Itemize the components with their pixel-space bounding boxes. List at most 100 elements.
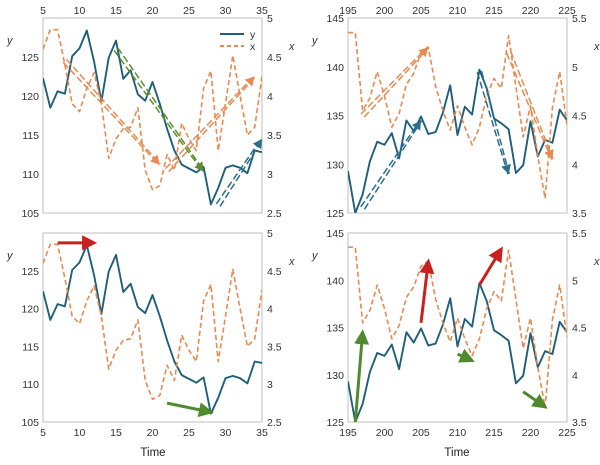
x-tick-label: 220 — [522, 5, 540, 17]
y2-tick-label: 4 — [572, 159, 578, 171]
double-arrow-dash_orange — [505, 51, 554, 160]
xlabel-left: Time — [140, 447, 165, 459]
arrow-red — [478, 246, 503, 286]
x-tick-label: 20 — [147, 5, 159, 17]
y2-axis-label: x — [593, 256, 600, 268]
arrow-red — [419, 258, 435, 323]
y-axis-label: y — [311, 35, 319, 47]
arrow-green — [166, 401, 214, 418]
x-tick-label: 210 — [449, 427, 467, 439]
panel-top-left: 5 10 15 20 25 30 35 105 110 115 120 125 2.5 3 3.5 4 4.5 5… — [6, 5, 295, 220]
y-tick-label: 135 — [326, 111, 344, 123]
plot-frame — [347, 232, 568, 423]
series-x-line — [348, 31, 567, 200]
y2-tick-label: 3 — [267, 169, 273, 181]
y-tick-label: 105 — [21, 208, 39, 220]
x-tick-label: 215 — [485, 5, 503, 17]
x-tick-label: 195 — [339, 5, 357, 17]
y2-axis-label: x — [288, 41, 295, 53]
y-tick-label: 145 — [326, 13, 344, 25]
y2-tick-label: 4.5 — [572, 323, 587, 335]
double-arrow-dash_blue — [476, 70, 511, 175]
y2-tick-label: 5 — [267, 13, 273, 25]
x-tick-label: 5 — [40, 427, 46, 439]
legend: y x — [220, 29, 256, 53]
x-tick-label: 15 — [110, 427, 122, 439]
xlabel-right: Time — [444, 447, 469, 459]
x-tick-label: 215 — [485, 427, 503, 439]
x-tick-label: 10 — [74, 5, 86, 17]
x-tick-label: 5 — [40, 5, 46, 17]
arrow-green — [456, 348, 475, 363]
series-y-line — [348, 282, 567, 422]
plot-frame — [42, 17, 263, 214]
y2-tick-label: 2.5 — [267, 417, 282, 429]
x-tick-label: 225 — [558, 5, 576, 17]
x-tick-label: 195 — [339, 427, 357, 439]
y-tick-label: 125 — [21, 266, 39, 278]
y-tick-label: 140 — [326, 62, 344, 74]
y2-tick-label: 3 — [267, 379, 273, 391]
y-tick-label: 115 — [22, 341, 39, 353]
x-tick-label: 205 — [412, 427, 430, 439]
x-tick-label: 30 — [220, 427, 232, 439]
double-arrow-dash_blue — [360, 119, 423, 210]
series-y-line — [43, 244, 262, 415]
y-tick-label: 115 — [22, 130, 39, 142]
y2-tick-label: 3.5 — [572, 208, 587, 220]
y2-tick-label: 3.5 — [267, 341, 282, 353]
y-tick-label: 125 — [21, 52, 39, 64]
y2-tick-label: 4.5 — [572, 111, 587, 123]
x-tick-label: 210 — [449, 5, 467, 17]
legend-x-label: x — [250, 41, 256, 53]
panel-top-right: 195 200 205 210 215 220 225 125 130 135 140 145 3.5 4… — [311, 5, 600, 220]
y-axis-label: y — [6, 250, 14, 262]
y-tick-label: 125 — [326, 417, 344, 429]
x-tick-label: 30 — [220, 5, 232, 17]
y2-tick-label: 4 — [267, 91, 273, 103]
y2-tick-label: 5 — [572, 275, 578, 287]
x-tick-label: 35 — [256, 427, 268, 439]
x-tick-label: 15 — [110, 5, 122, 17]
y2-axis-label: x — [593, 41, 600, 53]
y-tick-label: 105 — [21, 417, 39, 429]
y-tick-label: 135 — [326, 323, 344, 335]
series-y-line — [43, 29, 262, 206]
y-tick-label: 110 — [22, 379, 39, 391]
x-tick-label: 200 — [376, 427, 394, 439]
arrow-green — [353, 329, 370, 423]
x-tick-label: 10 — [74, 427, 86, 439]
double-arrow-dash_orange — [62, 58, 161, 166]
y-tick-label: 130 — [326, 370, 344, 382]
y2-axis-label: x — [288, 256, 295, 268]
x-tick-label: 25 — [183, 5, 195, 17]
y2-tick-label: 4.5 — [267, 52, 282, 64]
x-tick-label: 220 — [522, 427, 540, 439]
y2-tick-label: 4.5 — [267, 266, 282, 278]
y2-tick-label: 5.5 — [572, 228, 587, 240]
y-axis-label: y — [6, 35, 14, 47]
y-axis-label: y — [311, 250, 319, 262]
plot-frame — [347, 17, 568, 214]
y-tick-label: 130 — [326, 159, 344, 171]
x-tick-label: 205 — [412, 5, 430, 17]
y2-tick-label: 3.5 — [267, 130, 282, 142]
y2-tick-label: 5.5 — [572, 13, 587, 25]
x-tick-label: 20 — [147, 427, 159, 439]
double-arrow-dash_blue — [215, 138, 264, 207]
legend-y-label: y — [250, 29, 256, 41]
y-tick-label: 120 — [21, 91, 39, 103]
y-tick-label: 145 — [326, 228, 344, 240]
double-arrow-dash_orange — [360, 46, 430, 118]
y-tick-label: 120 — [21, 304, 39, 316]
x-tick-label: 200 — [376, 5, 394, 17]
plot-frame — [42, 232, 263, 423]
y-tick-label: 110 — [22, 169, 39, 181]
y2-tick-label: 4 — [572, 370, 578, 382]
x-tick-label: 25 — [183, 427, 195, 439]
x-tick-label: 35 — [256, 5, 268, 17]
double-arrow-dash_orange — [164, 75, 256, 173]
y2-tick-label: 5 — [572, 62, 578, 74]
series-x-line — [43, 28, 262, 191]
